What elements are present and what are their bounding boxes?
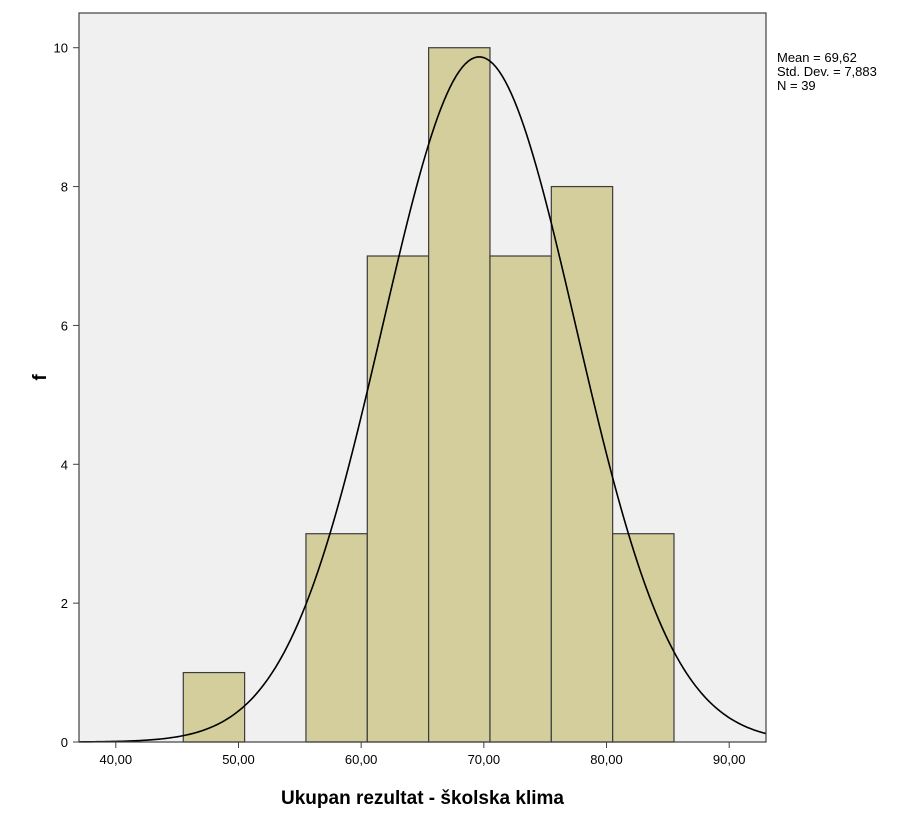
histogram-bar — [612, 533, 675, 743]
y-axis: 0 2 4 6 8 10 — [54, 41, 79, 750]
y-tick-label: 0 — [61, 735, 68, 750]
stats-line: Mean = 69,62 — [777, 50, 857, 65]
y-tick-label: 4 — [61, 457, 68, 472]
x-tick-label: 40,00 — [100, 752, 133, 767]
x-axis-title: Ukupan rezultat - školska klima — [281, 788, 564, 809]
y-tick-label: 8 — [61, 180, 68, 195]
y-tick-label: 6 — [61, 318, 68, 333]
histogram-bars — [182, 47, 675, 743]
x-tick-label: 90,00 — [713, 752, 746, 767]
plot-frame — [78, 12, 767, 743]
y-tick-label: 10 — [54, 41, 68, 56]
histogram-bar — [550, 185, 614, 743]
stats-line: Std. Dev. = 7,883 — [777, 64, 877, 79]
histogram-bar — [182, 671, 246, 743]
histogram-bar — [305, 533, 368, 743]
histogram-bar — [366, 255, 430, 743]
normal-curve — [78, 56, 767, 743]
x-axis: 40,00 50,00 60,00 70,00 80,00 90,00 — [100, 742, 746, 767]
x-tick-label: 50,00 — [222, 752, 255, 767]
y-axis-title: f — [30, 374, 51, 381]
x-tick-label: 80,00 — [590, 752, 623, 767]
x-tick-label: 60,00 — [345, 752, 378, 767]
x-tick-label: 70,00 — [468, 752, 501, 767]
histogram-bar — [489, 255, 552, 743]
stats-line: N = 39 — [777, 78, 816, 93]
histogram-bar — [428, 47, 491, 743]
y-tick-label: 2 — [61, 596, 68, 611]
